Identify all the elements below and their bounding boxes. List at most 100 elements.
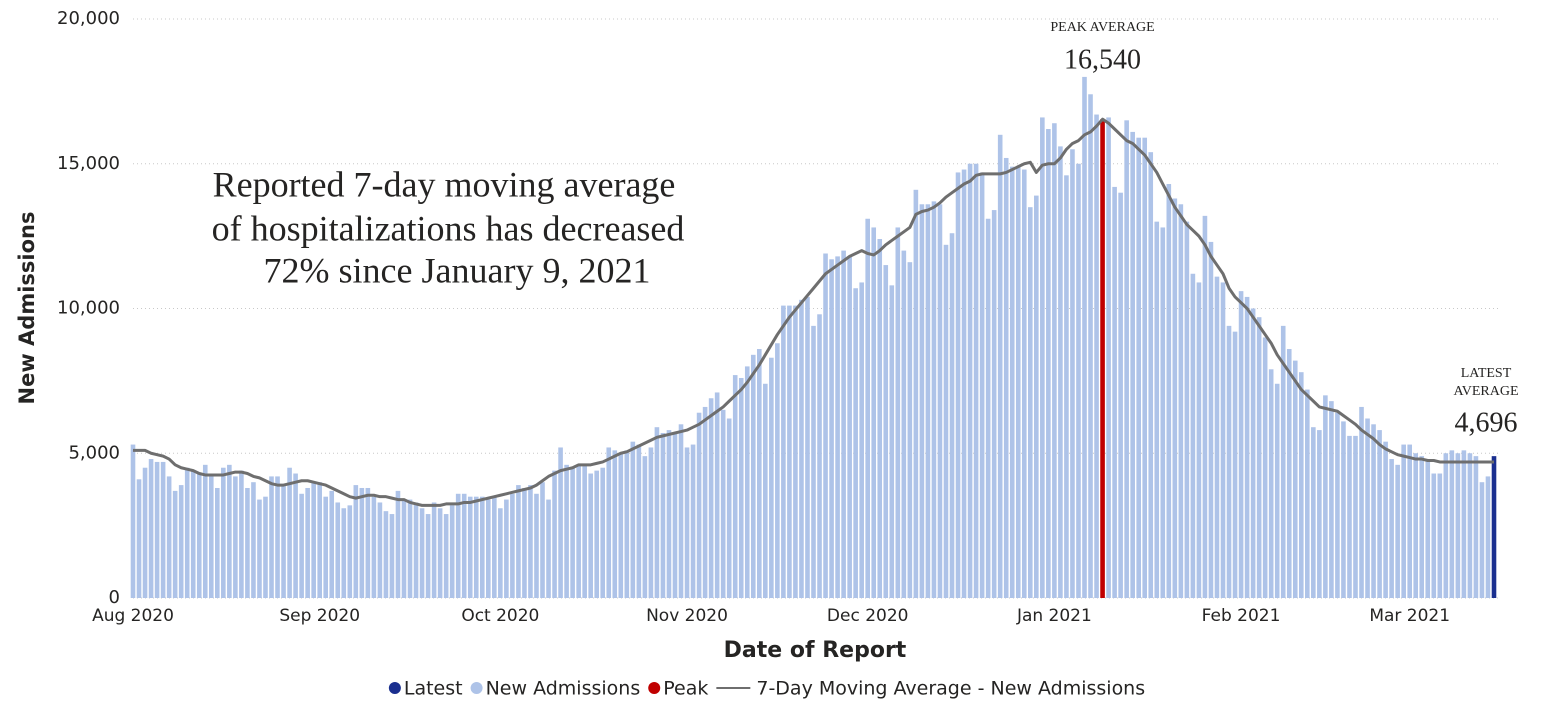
- bar: [1238, 291, 1244, 598]
- bar: [732, 375, 738, 598]
- latest-title: AVERAGE: [1453, 384, 1518, 399]
- legend-label: Peak: [663, 678, 708, 700]
- bar: [142, 467, 148, 598]
- bar: [1359, 406, 1364, 598]
- bar: [1094, 114, 1099, 598]
- y-tick-label: 15,000: [57, 153, 120, 174]
- bar: [1286, 349, 1292, 598]
- bar: [510, 493, 515, 598]
- bar: [329, 490, 335, 598]
- bar: [1202, 215, 1208, 599]
- bar: [299, 493, 304, 598]
- latest-title: LATEST: [1461, 366, 1512, 381]
- bar: [841, 250, 846, 598]
- moving-average-line: [133, 117, 1495, 507]
- bar: [190, 470, 196, 598]
- bar: [335, 502, 341, 598]
- bar: [1070, 149, 1075, 598]
- bar: [600, 467, 606, 598]
- bar: [925, 204, 931, 598]
- bar: [895, 227, 901, 598]
- bar: [979, 172, 985, 598]
- bar: [805, 296, 810, 598]
- bar: [1046, 129, 1051, 598]
- bar: [714, 392, 720, 598]
- bar: [455, 493, 461, 598]
- bar: [985, 218, 991, 598]
- bar: [1341, 421, 1346, 598]
- bar: [1118, 192, 1123, 598]
- bar: [949, 233, 955, 599]
- bar: [1052, 123, 1057, 598]
- bar: [1383, 441, 1388, 598]
- bar: [498, 508, 503, 598]
- bar: [624, 450, 630, 598]
- bar: [744, 366, 750, 598]
- bar: [678, 424, 684, 598]
- bar: [720, 409, 726, 598]
- bar: [215, 487, 220, 598]
- bar: [311, 482, 316, 598]
- bar: [973, 163, 979, 598]
- bar: [690, 444, 696, 598]
- bar: [702, 406, 708, 598]
- bar: [1027, 207, 1033, 599]
- bar: [564, 464, 569, 598]
- bar: [612, 450, 618, 598]
- bar: [359, 487, 365, 598]
- bar: [1208, 241, 1214, 599]
- bar: [847, 256, 852, 598]
- bar: [1461, 450, 1467, 598]
- latest-value: 4,696: [1455, 407, 1518, 438]
- legend-marker: [470, 682, 483, 694]
- bar: [853, 288, 858, 598]
- annotation: 72% since January 9, 2021: [264, 250, 651, 290]
- bar: [166, 476, 172, 598]
- bar: [1262, 337, 1268, 598]
- y-tick-label: 10,000: [57, 298, 120, 319]
- bar: [317, 482, 322, 598]
- bar: [997, 134, 1003, 599]
- bar: [576, 464, 581, 598]
- bar: [1298, 372, 1304, 598]
- legend-marker: [388, 682, 401, 694]
- bar: [961, 169, 967, 599]
- x-tick-label: Aug 2020: [92, 606, 174, 626]
- bar: [287, 467, 292, 598]
- bar: [1021, 169, 1027, 599]
- bar: [991, 210, 997, 598]
- y-tick-label: 5,000: [68, 442, 120, 463]
- bar: [835, 256, 840, 598]
- bar: [1311, 427, 1316, 598]
- bar: [636, 444, 642, 598]
- bar: [1389, 459, 1394, 598]
- bar: [1449, 450, 1455, 598]
- bar: [757, 349, 762, 598]
- annotation: of hospitalizations has decreased: [212, 208, 685, 248]
- bar: [383, 511, 389, 598]
- bar: [1196, 282, 1202, 598]
- legend-label: Latest: [404, 678, 463, 700]
- bar: [1124, 120, 1129, 598]
- bar: [648, 447, 654, 598]
- bar: [1401, 444, 1406, 598]
- bar: [1280, 325, 1286, 598]
- bar: [666, 430, 672, 598]
- bar: [546, 499, 551, 598]
- bar: [552, 470, 557, 598]
- bar: [787, 305, 792, 598]
- bar: [1485, 476, 1491, 598]
- bar: [1220, 282, 1226, 598]
- bar: [901, 250, 907, 598]
- bar: [281, 485, 286, 598]
- bar: [1172, 198, 1178, 599]
- bar: [196, 473, 202, 598]
- bar: [708, 398, 714, 598]
- bar: [1256, 317, 1262, 598]
- bar: [937, 204, 943, 598]
- bar: [1184, 221, 1190, 598]
- bar: [1371, 424, 1376, 598]
- bar: [172, 490, 178, 598]
- bar: [160, 461, 166, 598]
- bar: [1142, 137, 1148, 598]
